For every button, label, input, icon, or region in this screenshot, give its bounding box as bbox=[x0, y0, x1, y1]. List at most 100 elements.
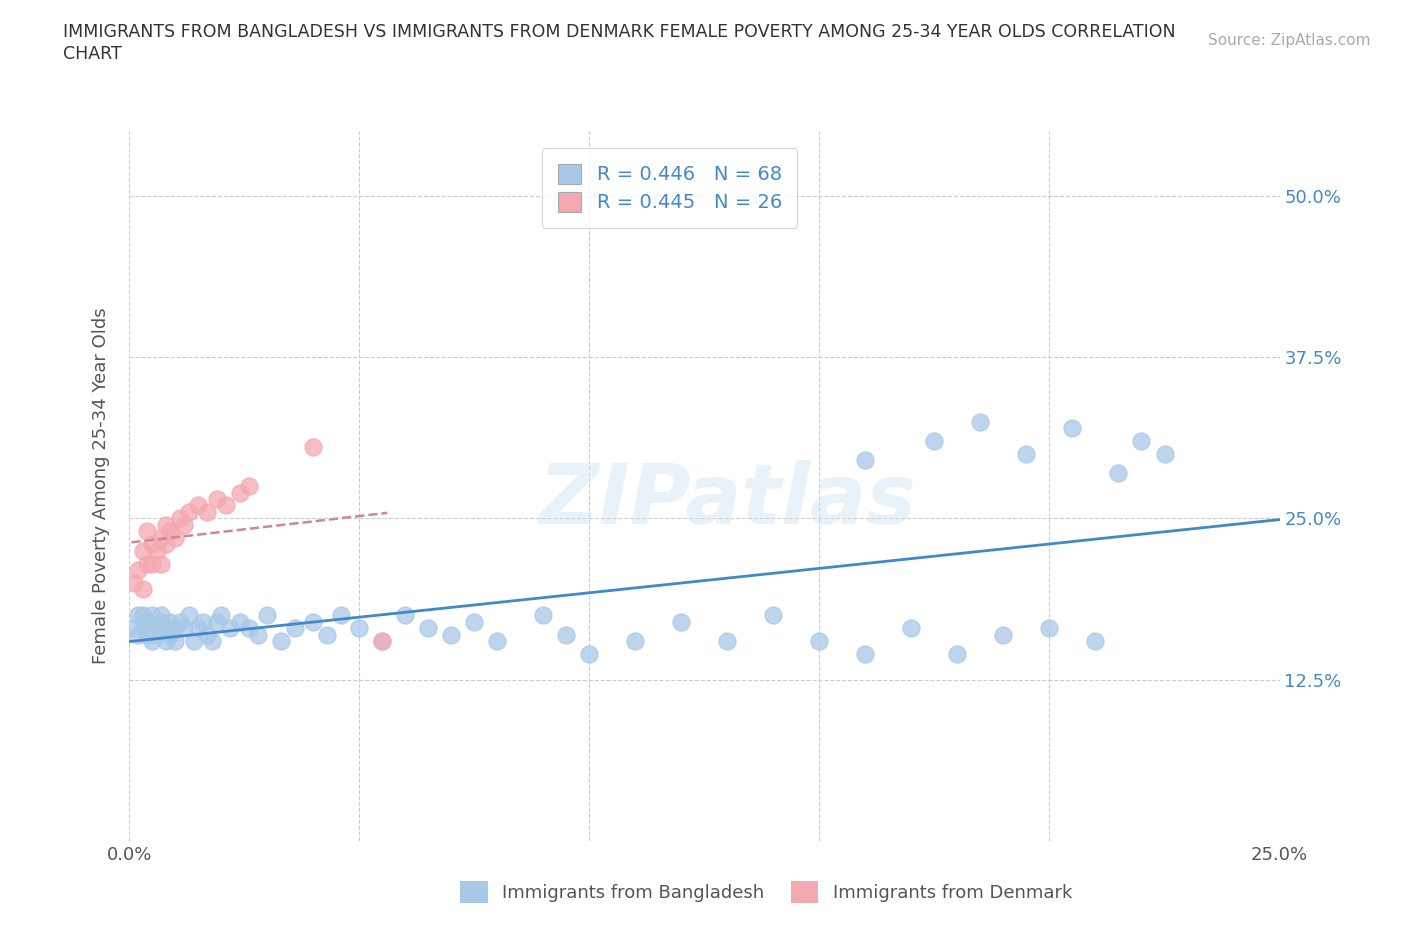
Point bbox=[371, 633, 394, 648]
Point bbox=[671, 614, 693, 629]
Point bbox=[238, 479, 260, 494]
Point bbox=[808, 633, 831, 648]
Point bbox=[183, 633, 205, 648]
Point bbox=[969, 414, 991, 429]
Point bbox=[440, 627, 463, 642]
Point bbox=[191, 614, 214, 629]
Point bbox=[228, 614, 250, 629]
Point bbox=[150, 607, 173, 622]
Point bbox=[201, 633, 224, 648]
Point bbox=[136, 614, 159, 629]
Point bbox=[187, 620, 209, 635]
Point bbox=[316, 627, 339, 642]
Point bbox=[169, 614, 191, 629]
Point bbox=[145, 620, 167, 635]
Point bbox=[1084, 633, 1107, 648]
Legend: Immigrants from Bangladesh, Immigrants from Denmark: Immigrants from Bangladesh, Immigrants f… bbox=[453, 873, 1080, 910]
Point bbox=[371, 633, 394, 648]
Point bbox=[159, 627, 181, 642]
Point bbox=[177, 607, 200, 622]
Point bbox=[141, 633, 163, 648]
Point bbox=[159, 614, 181, 629]
Point bbox=[159, 524, 181, 538]
Point bbox=[141, 537, 163, 551]
Point bbox=[145, 627, 167, 642]
Point bbox=[302, 440, 325, 455]
Point bbox=[132, 620, 155, 635]
Point bbox=[132, 543, 155, 558]
Point bbox=[900, 620, 922, 635]
Point bbox=[270, 633, 292, 648]
Point bbox=[463, 614, 485, 629]
Point bbox=[155, 517, 177, 532]
Point bbox=[853, 453, 876, 468]
Point bbox=[127, 607, 149, 622]
Point bbox=[716, 633, 738, 648]
Point bbox=[1062, 420, 1084, 435]
Point bbox=[141, 556, 163, 571]
Text: CHART: CHART bbox=[63, 45, 122, 62]
Y-axis label: Female Poverty Among 25-34 Year Olds: Female Poverty Among 25-34 Year Olds bbox=[93, 308, 110, 664]
Point bbox=[219, 620, 242, 635]
Point bbox=[173, 517, 195, 532]
Point bbox=[624, 633, 647, 648]
Point bbox=[215, 498, 238, 513]
Point bbox=[155, 620, 177, 635]
Point bbox=[132, 607, 155, 622]
Point bbox=[150, 556, 173, 571]
Point bbox=[187, 498, 209, 513]
Point bbox=[1015, 446, 1038, 461]
Point bbox=[209, 607, 232, 622]
Point bbox=[177, 504, 200, 519]
Point bbox=[284, 620, 307, 635]
Point bbox=[486, 633, 509, 648]
Point bbox=[302, 614, 325, 629]
Point bbox=[122, 576, 145, 591]
Point bbox=[762, 607, 785, 622]
Point bbox=[136, 556, 159, 571]
Text: ZIPatlas: ZIPatlas bbox=[538, 459, 917, 541]
Point bbox=[155, 633, 177, 648]
Point bbox=[347, 620, 370, 635]
Point bbox=[150, 614, 173, 629]
Point bbox=[173, 620, 195, 635]
Legend: R = 0.446   N = 68, R = 0.445   N = 26: R = 0.446 N = 68, R = 0.445 N = 26 bbox=[543, 148, 797, 228]
Point bbox=[165, 633, 187, 648]
Point bbox=[418, 620, 440, 635]
Point bbox=[165, 620, 187, 635]
Point bbox=[246, 627, 269, 642]
Text: Source: ZipAtlas.com: Source: ZipAtlas.com bbox=[1208, 33, 1371, 47]
Point bbox=[394, 607, 416, 622]
Point bbox=[555, 627, 578, 642]
Point bbox=[195, 504, 218, 519]
Point bbox=[141, 607, 163, 622]
Point bbox=[145, 543, 167, 558]
Point bbox=[127, 627, 149, 642]
Point bbox=[155, 537, 177, 551]
Point bbox=[238, 620, 260, 635]
Point bbox=[946, 646, 969, 661]
Point bbox=[228, 485, 250, 500]
Point bbox=[150, 530, 173, 545]
Point bbox=[205, 492, 228, 507]
Point bbox=[127, 563, 149, 578]
Point bbox=[993, 627, 1015, 642]
Point bbox=[169, 511, 191, 525]
Point bbox=[136, 524, 159, 538]
Point bbox=[132, 582, 155, 597]
Point bbox=[853, 646, 876, 661]
Point bbox=[1108, 466, 1130, 481]
Text: IMMIGRANTS FROM BANGLADESH VS IMMIGRANTS FROM DENMARK FEMALE POVERTY AMONG 25-34: IMMIGRANTS FROM BANGLADESH VS IMMIGRANTS… bbox=[63, 23, 1175, 41]
Point bbox=[195, 627, 218, 642]
Point bbox=[136, 627, 159, 642]
Point bbox=[924, 433, 946, 448]
Point bbox=[205, 614, 228, 629]
Point bbox=[122, 620, 145, 635]
Point bbox=[329, 607, 352, 622]
Point bbox=[1130, 433, 1153, 448]
Point bbox=[165, 530, 187, 545]
Point bbox=[1153, 446, 1175, 461]
Point bbox=[578, 646, 600, 661]
Point bbox=[1038, 620, 1060, 635]
Point bbox=[256, 607, 278, 622]
